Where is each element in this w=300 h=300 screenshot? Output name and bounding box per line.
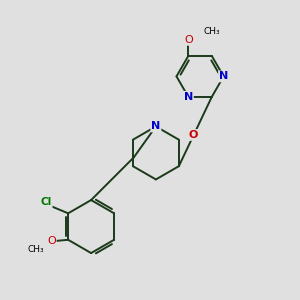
Text: Cl: Cl (40, 197, 52, 207)
Text: O: O (189, 130, 198, 140)
Text: N: N (219, 71, 228, 81)
Text: O: O (47, 236, 56, 246)
Text: N: N (184, 92, 193, 102)
Text: CH₃: CH₃ (28, 245, 44, 254)
Text: O: O (184, 35, 193, 45)
Text: CH₃: CH₃ (203, 27, 220, 36)
Text: N: N (151, 122, 160, 131)
